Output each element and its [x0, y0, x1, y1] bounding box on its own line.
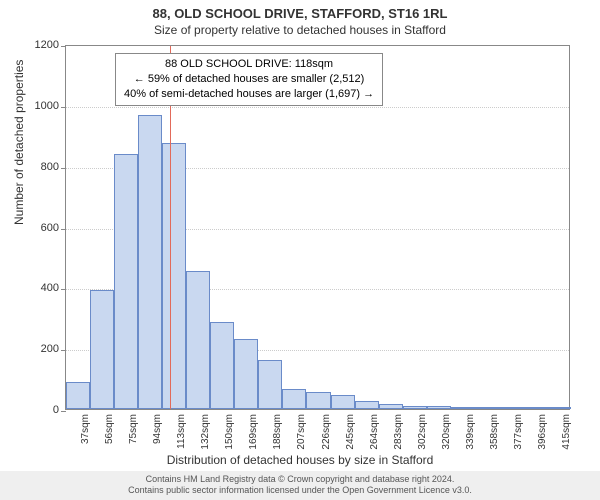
y-tick-mark [61, 229, 66, 230]
bar [138, 115, 162, 409]
x-tick-label: 150sqm [224, 414, 235, 450]
x-tick-label: 37sqm [80, 414, 91, 444]
x-tick-label: 283sqm [393, 414, 404, 450]
grid-line [66, 107, 569, 108]
bar [90, 290, 114, 409]
bar [427, 406, 451, 409]
y-tick-label: 800 [9, 161, 59, 173]
y-tick-mark [61, 168, 66, 169]
bar [499, 407, 523, 409]
annotation-line-1: 88 OLD SCHOOL DRIVE: 118sqm [124, 57, 374, 72]
x-tick-label: 113sqm [176, 414, 187, 449]
bar [403, 406, 427, 409]
bar [210, 322, 234, 409]
annotation-line-2: ← 59% of detached houses are smaller (2,… [124, 72, 374, 87]
bar [258, 360, 282, 409]
bar [234, 339, 258, 409]
bar [451, 407, 475, 409]
y-tick-label: 1200 [9, 39, 59, 51]
y-tick-label: 1000 [9, 100, 59, 112]
x-tick-label: 320sqm [441, 414, 452, 450]
y-tick-mark [61, 350, 66, 351]
bar [282, 389, 306, 409]
annotation-line-3: 40% of semi-detached houses are larger (… [124, 87, 374, 102]
y-tick-mark [61, 46, 66, 47]
y-tick-label: 200 [9, 343, 59, 355]
x-tick-label: 94sqm [152, 414, 163, 444]
bar [547, 407, 571, 409]
bar [475, 407, 499, 409]
x-tick-label: 264sqm [369, 414, 380, 450]
bar [186, 271, 210, 409]
bar [523, 407, 547, 409]
y-tick-label: 400 [9, 282, 59, 294]
title-main: 88, OLD SCHOOL DRIVE, STAFFORD, ST16 1RL [0, 0, 600, 21]
x-tick-label: 415sqm [561, 414, 572, 450]
x-tick-label: 207sqm [296, 414, 307, 450]
y-tick-mark [61, 107, 66, 108]
bar [355, 401, 379, 409]
y-axis-title: Number of detached properties [12, 60, 26, 225]
footer-line-1: Contains HM Land Registry data © Crown c… [0, 474, 600, 486]
x-tick-label: 339sqm [465, 414, 476, 450]
footer: Contains HM Land Registry data © Crown c… [0, 471, 600, 500]
x-tick-label: 226sqm [321, 414, 332, 450]
x-axis-title: Distribution of detached houses by size … [0, 453, 600, 467]
x-tick-label: 358sqm [489, 414, 500, 450]
bar [306, 392, 330, 409]
x-tick-label: 188sqm [272, 414, 283, 450]
bar [331, 395, 355, 409]
bar [114, 154, 138, 410]
y-tick-label: 600 [9, 222, 59, 234]
annotation-box: 88 OLD SCHOOL DRIVE: 118sqm ← 59% of det… [115, 53, 383, 106]
x-tick-label: 396sqm [537, 414, 548, 450]
x-tick-label: 245sqm [345, 414, 356, 450]
x-tick-label: 302sqm [417, 414, 428, 450]
x-tick-label: 377sqm [513, 414, 524, 450]
chart-container: 88, OLD SCHOOL DRIVE, STAFFORD, ST16 1RL… [0, 0, 600, 500]
footer-line-2: Contains public sector information licen… [0, 485, 600, 497]
x-tick-label: 75sqm [128, 414, 139, 444]
x-tick-label: 56sqm [104, 414, 115, 444]
y-tick-mark [61, 411, 66, 412]
y-tick-mark [61, 289, 66, 290]
x-tick-label: 132sqm [200, 414, 211, 450]
title-sub: Size of property relative to detached ho… [0, 21, 600, 37]
bar [379, 404, 403, 409]
y-tick-label: 0 [9, 404, 59, 416]
bar [66, 382, 90, 409]
x-tick-label: 169sqm [248, 414, 259, 450]
bar [162, 143, 186, 409]
